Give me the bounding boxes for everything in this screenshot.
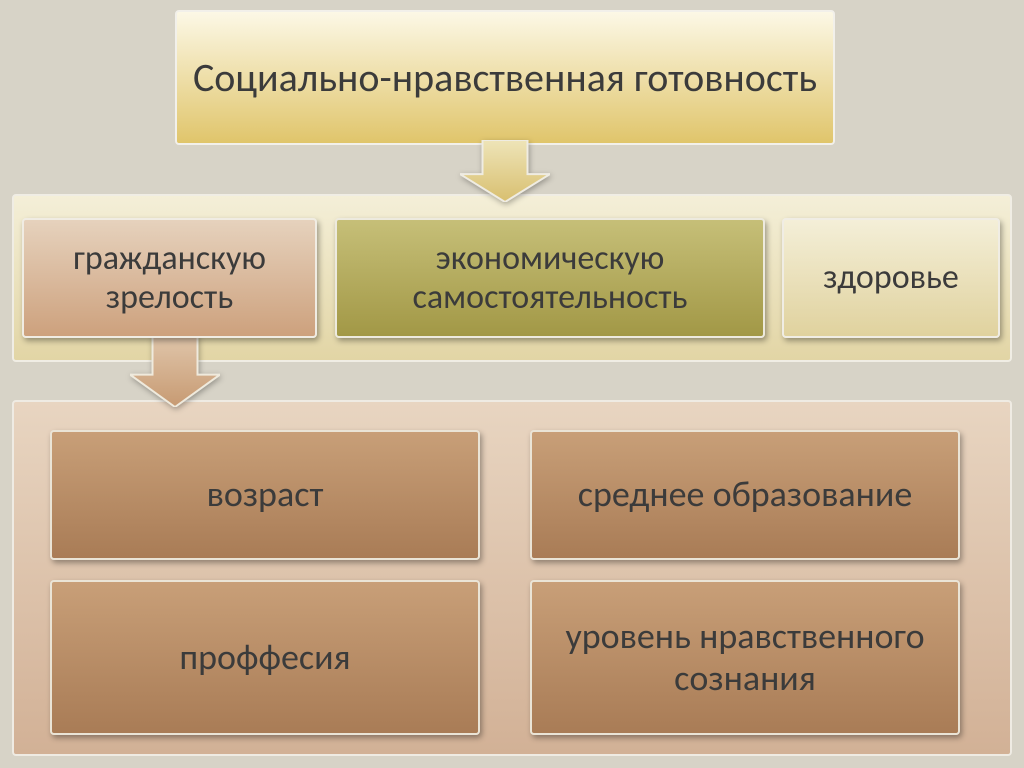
arrow-down-2 [130, 335, 220, 407]
label-profession: проффесия [169, 633, 360, 682]
box-age: возраст [50, 430, 480, 560]
box-civic-maturity: гражданскую зрелость [22, 218, 317, 338]
box-health: здоровье [782, 218, 1000, 338]
label-moral-consciousness: уровень нравственного сознания [532, 612, 958, 703]
box-moral-consciousness: уровень нравственного сознания [530, 580, 960, 735]
title-box: Социально-нравственная готовность [175, 10, 835, 145]
label-secondary-education: среднее образование [568, 470, 923, 519]
title-text: Социально-нравственная готовность [183, 51, 827, 105]
box-profession: проффесия [50, 580, 480, 735]
box-economic-independence: экономическую самостоятельность [335, 218, 765, 338]
label-age: возраст [197, 470, 334, 519]
arrow-down-1 [460, 140, 550, 202]
label-health: здоровье [813, 254, 969, 301]
label-economic-independence: экономическую самостоятельность [337, 235, 763, 321]
box-secondary-education: среднее образование [530, 430, 960, 560]
diagram-content: Социально-нравственная готовность гражда… [0, 0, 1024, 768]
label-civic-maturity: гражданскую зрелость [24, 235, 315, 321]
